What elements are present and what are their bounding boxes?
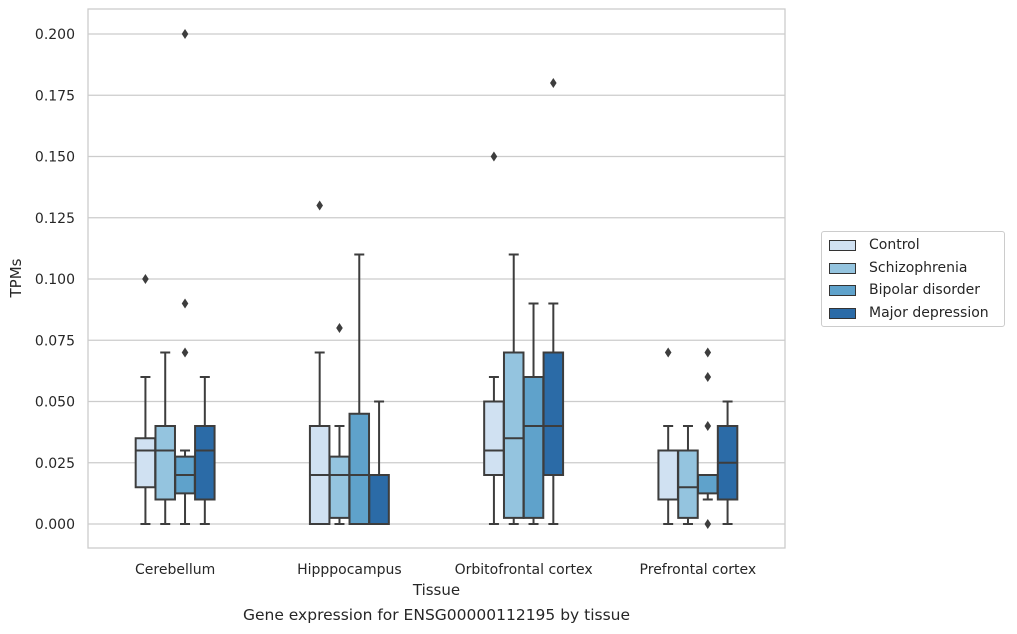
box-iqr <box>502 351 525 519</box>
y-tick-label: 0.125 <box>35 211 75 227</box>
legend-swatch-control <box>829 239 856 251</box>
box-control-cerebellum <box>134 274 157 525</box>
box-major-depression-hipppocampus <box>368 400 390 525</box>
legend-item-major-depression: Major depression <box>829 303 989 323</box>
box-iqr <box>194 425 216 501</box>
box-schizophrenia-orbitofrontal-cortex <box>502 253 525 525</box>
legend-item-schizophrenia: Schizophrenia <box>829 258 967 278</box>
box-bipolar-disorder-orbitofrontal-cortex <box>522 302 545 525</box>
x-axis-label: Tissue <box>412 581 460 599</box>
outlier-point <box>704 519 712 529</box>
plot-area-frame <box>87 8 786 549</box>
outlier-point <box>704 421 712 431</box>
box-bipolar-disorder-hipppocampus <box>348 253 371 525</box>
outlier-point <box>316 200 323 211</box>
x-tick-label-cerebellum: Cerebellum <box>135 562 215 578</box>
x-tick-label-prefrontal-cortex: Prefrontal cortex <box>640 562 757 578</box>
box-schizophrenia-hipppocampus <box>328 323 351 525</box>
legend-label-bipolar-disorder: Bipolar disorder <box>869 282 981 298</box>
box-major-depression-orbitofrontal-cortex <box>542 78 565 525</box>
outlier-point <box>142 274 149 284</box>
x-tick-label-orbitofrontal-cortex: Orbitofrontal cortex <box>455 562 593 578</box>
outlier-point <box>704 372 712 382</box>
x-tick-labels: Cerebellum Hipppocampus Orbitofrontal cort… <box>135 562 756 578</box>
outlier-point <box>550 78 557 88</box>
y-tick-label: 0.050 <box>35 395 75 411</box>
box-major-depression-prefrontal-cortex <box>716 400 739 525</box>
box-iqr <box>542 351 565 476</box>
legend-item-control: Control <box>829 235 920 255</box>
y-axis-label: TPMs <box>7 258 25 298</box>
box-control-prefrontal-cortex <box>657 347 679 525</box>
box-iqr <box>522 376 545 519</box>
outlier-point <box>704 347 712 358</box>
figure-caption: Gene expression for ENSG00000112195 by t… <box>242 606 631 624</box>
box-iqr <box>348 412 371 525</box>
legend-label-control: Control <box>869 237 920 253</box>
box-iqr <box>368 474 390 525</box>
box-iqr <box>677 449 699 519</box>
box-iqr <box>154 425 176 501</box>
y-tick-labels: 0.000 0.025 0.050 0.075 0.100 0.125 0.150 0.175… <box>35 27 75 533</box>
outlier-point <box>490 151 498 162</box>
x-tick-label-hipppocampus: Hipppocampus <box>297 562 402 578</box>
box-iqr <box>483 400 505 476</box>
box-iqr <box>697 474 719 495</box>
box-control-hipppocampus <box>308 200 331 525</box>
outlier-point <box>181 298 189 309</box>
box-control-orbitofrontal-cortex <box>483 151 505 525</box>
y-tick-label: 0.025 <box>35 456 75 472</box>
y-tick-label: 0.175 <box>35 88 75 104</box>
box-iqr <box>657 449 679 501</box>
legend-swatch-bipolar-disorder <box>829 284 856 296</box>
y-tick-label: 0.000 <box>35 517 75 533</box>
y-tick-label: 0.075 <box>35 333 75 349</box>
legend-swatch-major-depression <box>829 307 856 319</box>
outlier-point <box>664 347 672 358</box>
box-iqr <box>328 455 351 519</box>
outlier-point <box>336 323 343 333</box>
legend: Control Schizophrenia Bipolar disorder M… <box>821 231 1005 327</box>
legend-label-schizophrenia: Schizophrenia <box>869 260 968 276</box>
legend-swatch-schizophrenia <box>829 262 856 274</box>
box-iqr <box>134 437 157 489</box>
box-schizophrenia-cerebellum <box>154 351 176 525</box>
y-tick-label: 0.100 <box>35 272 75 288</box>
outlier-point <box>181 29 189 39</box>
box-bipolar-disorder-cerebellum <box>174 29 196 525</box>
box-bipolar-disorder-prefrontal-cortex <box>697 347 719 529</box>
legend-item-bipolar-disorder: Bipolar disorder <box>829 280 980 300</box>
box-schizophrenia-prefrontal-cortex <box>677 425 699 525</box>
outlier-point <box>181 347 189 358</box>
box-major-depression-cerebellum <box>194 376 216 525</box>
box-series <box>134 29 739 529</box>
legend-label-major-depression: Major depression <box>869 305 989 321</box>
y-tick-label: 0.150 <box>35 150 75 166</box>
y-tick-label: 0.200 <box>35 27 75 43</box>
